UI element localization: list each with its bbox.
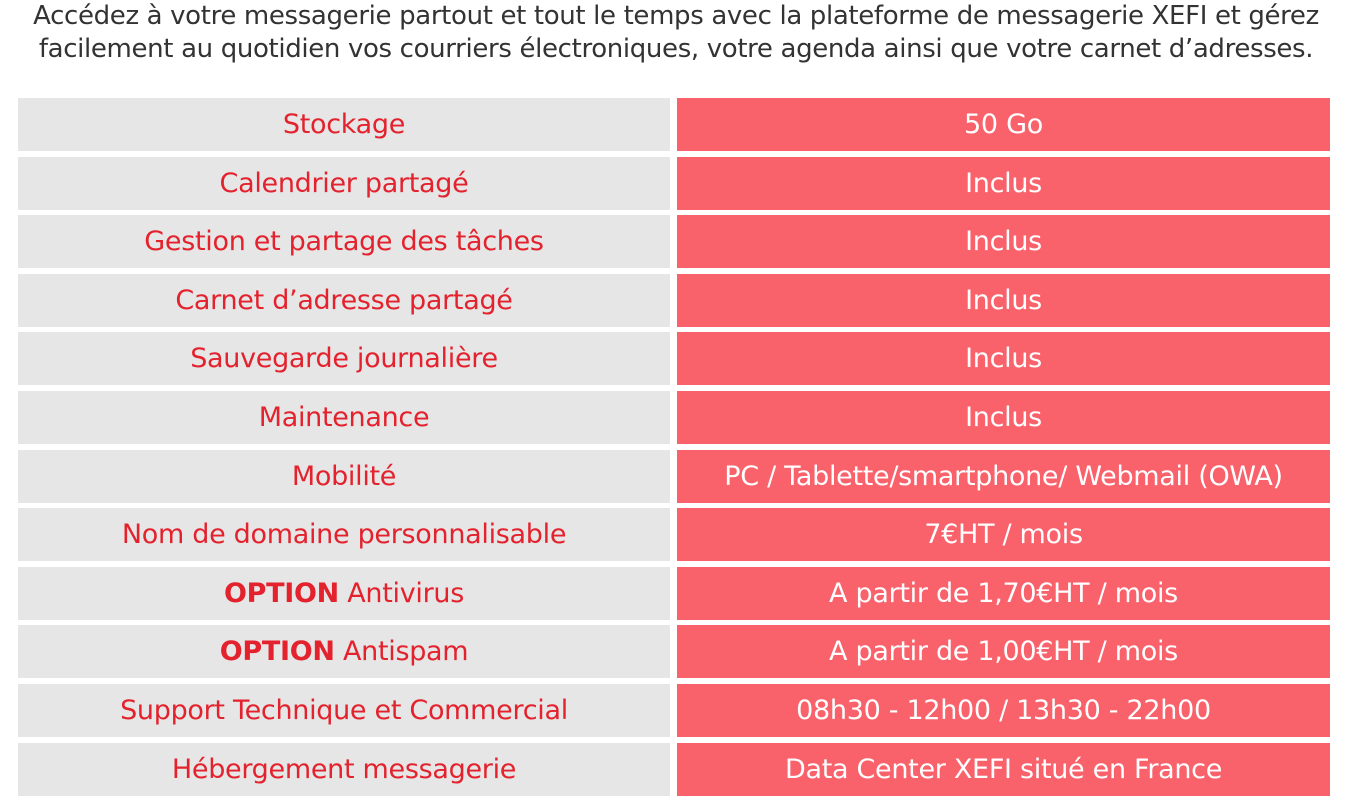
feature-label: Sauvegarde journalière: [190, 343, 498, 374]
table-row: OPTION Antispam A partir de 1,00€HT / moi…: [18, 625, 1330, 678]
feature-value: Inclus: [677, 274, 1330, 327]
feature-label: Antivirus: [347, 578, 464, 609]
table-row: Calendrier partagé Inclus: [18, 157, 1330, 210]
table-row: Support Technique et Commercial 08h30 - 1…: [18, 684, 1330, 737]
intro-line-1: Accédez à votre messagerie partout et to…: [33, 1, 1319, 31]
feature-value: 7€HT / mois: [677, 508, 1330, 561]
table-row: Gestion et partage des tâches Inclus: [18, 215, 1330, 268]
table-row: Maintenance Inclus: [18, 391, 1330, 444]
feature-label-cell: Stockage: [18, 98, 670, 151]
option-tag: OPTION: [219, 636, 335, 667]
feature-value: A partir de 1,70€HT / mois: [677, 567, 1330, 620]
feature-label-cell: Nom de domaine personnalisable: [18, 508, 670, 561]
feature-label: Stockage: [282, 109, 406, 140]
feature-label-cell: Calendrier partagé: [18, 157, 670, 210]
feature-label-cell: Maintenance: [18, 391, 670, 444]
feature-label-cell: Mobilité: [18, 450, 670, 503]
feature-label-cell: Support Technique et Commercial: [18, 684, 670, 737]
feature-label-cell: Carnet d’adresse partagé: [18, 274, 670, 327]
feature-value: Inclus: [677, 215, 1330, 268]
table-row: Hébergement messagerie Data Center XEFI s…: [18, 743, 1330, 796]
feature-label: Carnet d’adresse partagé: [175, 285, 513, 316]
feature-label: Antispam: [342, 636, 469, 667]
feature-value: Inclus: [677, 157, 1330, 210]
table-row: Mobilité PC / Tablette/smartphone/ Webmai…: [18, 450, 1330, 503]
table-row: Carnet d’adresse partagé Inclus: [18, 274, 1330, 327]
feature-value: PC / Tablette/smartphone/ Webmail (OWA): [677, 450, 1330, 503]
feature-label: Calendrier partagé: [219, 168, 469, 199]
intro-line-2: facilement au quotidien vos courriers él…: [38, 34, 1314, 64]
table-row: OPTION Antivirus A partir de 1,70€HT / mo…: [18, 567, 1330, 620]
feature-label-cell: OPTION Antivirus: [18, 567, 670, 620]
feature-label-cell: Gestion et partage des tâches: [18, 215, 670, 268]
feature-value: 08h30 - 12h00 / 13h30 - 22h00: [677, 684, 1330, 737]
feature-label: Support Technique et Commercial: [120, 695, 568, 726]
feature-label: Maintenance: [258, 402, 430, 433]
intro-text: Accédez à votre messagerie partout et to…: [0, 0, 1352, 66]
feature-label: Gestion et partage des tâches: [144, 226, 544, 257]
feature-value: A partir de 1,00€HT / mois: [677, 625, 1330, 678]
feature-value: 50 Go: [677, 98, 1330, 151]
table-row: Sauvegarde journalière Inclus: [18, 332, 1330, 385]
feature-value: Data Center XEFI situé en France: [677, 743, 1330, 796]
feature-label-cell: Sauvegarde journalière: [18, 332, 670, 385]
table-row: Stockage 50 Go: [18, 98, 1330, 151]
feature-label: Hébergement messagerie: [171, 754, 517, 785]
feature-label: Mobilité: [291, 461, 397, 492]
feature-value: Inclus: [677, 332, 1330, 385]
option-tag: OPTION: [224, 578, 339, 609]
feature-value: Inclus: [677, 391, 1330, 444]
table-row: Nom de domaine personnalisable 7€HT / moi…: [18, 508, 1330, 561]
feature-label-cell: Hébergement messagerie: [18, 743, 670, 796]
feature-label-cell: OPTION Antispam: [18, 625, 670, 678]
feature-label: Nom de domaine personnalisable: [121, 519, 567, 550]
